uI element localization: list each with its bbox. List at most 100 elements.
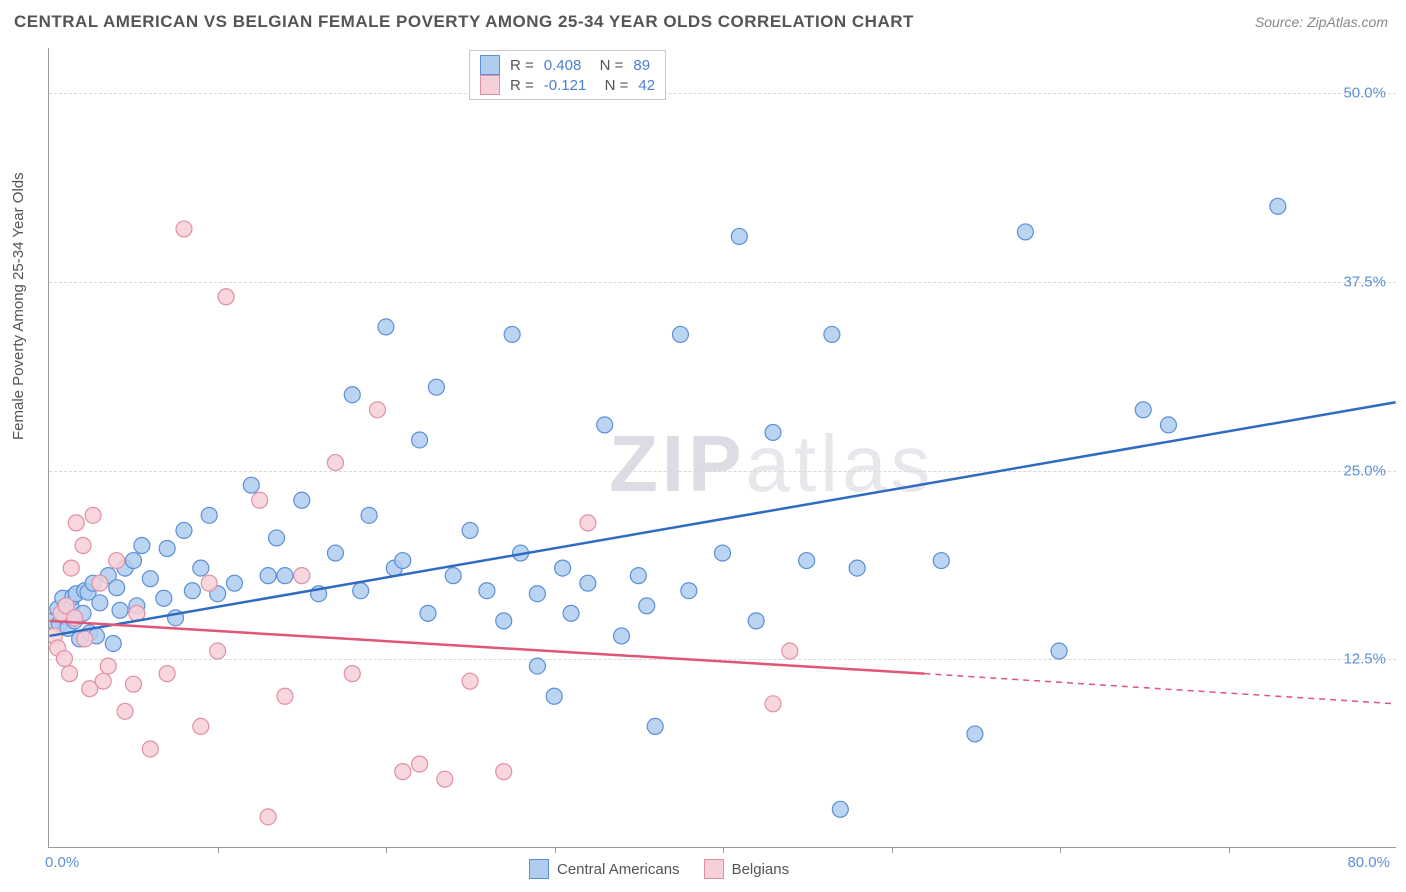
x-tick-mark <box>892 847 893 853</box>
data-point <box>462 673 478 689</box>
data-point <box>159 541 175 557</box>
scatter-svg <box>49 48 1396 847</box>
data-point <box>1160 417 1176 433</box>
data-point <box>100 658 116 674</box>
data-point <box>370 402 386 418</box>
data-point <box>344 666 360 682</box>
plot-area: ZIPatlas 12.5%25.0%37.5%50.0% R = 0.408 … <box>48 48 1396 848</box>
data-point <box>353 583 369 599</box>
r-label: R = <box>510 57 534 74</box>
data-point <box>92 595 108 611</box>
data-point <box>252 492 268 508</box>
data-point <box>967 726 983 742</box>
data-point <box>109 580 125 596</box>
data-point <box>201 575 217 591</box>
x-tick-mark <box>386 847 387 853</box>
data-point <box>580 575 596 591</box>
data-point <box>294 492 310 508</box>
x-max-label: 80.0% <box>1347 854 1390 871</box>
data-point <box>1270 198 1286 214</box>
legend-item-1: Central Americans <box>529 859 680 879</box>
data-point <box>715 545 731 561</box>
data-point <box>529 586 545 602</box>
legend-item-2: Belgians <box>704 859 790 879</box>
data-point <box>437 771 453 787</box>
data-point <box>1017 224 1033 240</box>
swatch-series-1 <box>480 55 500 75</box>
data-point <box>1135 402 1151 418</box>
source-label: Source: ZipAtlas.com <box>1255 14 1388 30</box>
data-point <box>378 319 394 335</box>
swatch-series-1 <box>529 859 549 879</box>
data-point <box>580 515 596 531</box>
data-point <box>134 538 150 554</box>
data-point <box>269 530 285 546</box>
data-point <box>344 387 360 403</box>
data-point <box>496 764 512 780</box>
x-tick-mark <box>723 847 724 853</box>
data-point <box>77 631 93 647</box>
r-label: R = <box>510 77 534 94</box>
data-point <box>782 643 798 659</box>
data-point <box>630 568 646 584</box>
data-point <box>193 560 209 576</box>
data-point <box>176 522 192 538</box>
data-point <box>62 666 78 682</box>
data-point <box>327 455 343 471</box>
data-point <box>201 507 217 523</box>
data-point <box>748 613 764 629</box>
data-point <box>445 568 461 584</box>
data-point <box>142 741 158 757</box>
data-point <box>260 568 276 584</box>
n-label: N = <box>591 57 623 74</box>
data-point <box>105 635 121 651</box>
x-tick-mark <box>555 847 556 853</box>
data-point <box>193 718 209 734</box>
data-point <box>1051 643 1067 659</box>
data-point <box>112 602 128 618</box>
data-point <box>529 658 545 674</box>
swatch-series-2 <box>704 859 724 879</box>
data-point <box>563 605 579 621</box>
data-point <box>765 424 781 440</box>
data-point <box>218 289 234 305</box>
data-point <box>327 545 343 561</box>
data-point <box>63 560 79 576</box>
data-point <box>639 598 655 614</box>
data-point <box>159 666 175 682</box>
data-point <box>125 553 141 569</box>
data-point <box>95 673 111 689</box>
y-axis-label: Female Poverty Among 25-34 Year Olds <box>10 172 27 440</box>
x-tick-mark <box>1060 847 1061 853</box>
data-point <box>597 417 613 433</box>
x-origin-label: 0.0% <box>45 854 79 871</box>
data-point <box>731 228 747 244</box>
trend-line-extrapolated <box>924 674 1395 704</box>
data-point <box>243 477 259 493</box>
n-value-1: 89 <box>633 57 650 74</box>
data-point <box>260 809 276 825</box>
data-point <box>56 651 72 667</box>
data-point <box>395 553 411 569</box>
r-value-2: -0.121 <box>544 77 587 94</box>
data-point <box>832 801 848 817</box>
data-point <box>294 568 310 584</box>
data-point <box>75 538 91 554</box>
legend-label-1: Central Americans <box>557 861 680 878</box>
data-point <box>226 575 242 591</box>
data-point <box>184 583 200 599</box>
data-point <box>672 326 688 342</box>
x-tick-mark <box>218 847 219 853</box>
n-value-2: 42 <box>638 77 655 94</box>
chart-container: CENTRAL AMERICAN VS BELGIAN FEMALE POVER… <box>0 0 1406 892</box>
data-point <box>142 571 158 587</box>
data-point <box>504 326 520 342</box>
data-point <box>277 568 293 584</box>
data-point <box>277 688 293 704</box>
stats-legend: R = 0.408 N = 89 R = -0.121 N = 42 <box>469 50 666 100</box>
data-point <box>496 613 512 629</box>
data-point <box>92 575 108 591</box>
data-point <box>479 583 495 599</box>
data-point <box>68 515 84 531</box>
data-point <box>555 560 571 576</box>
